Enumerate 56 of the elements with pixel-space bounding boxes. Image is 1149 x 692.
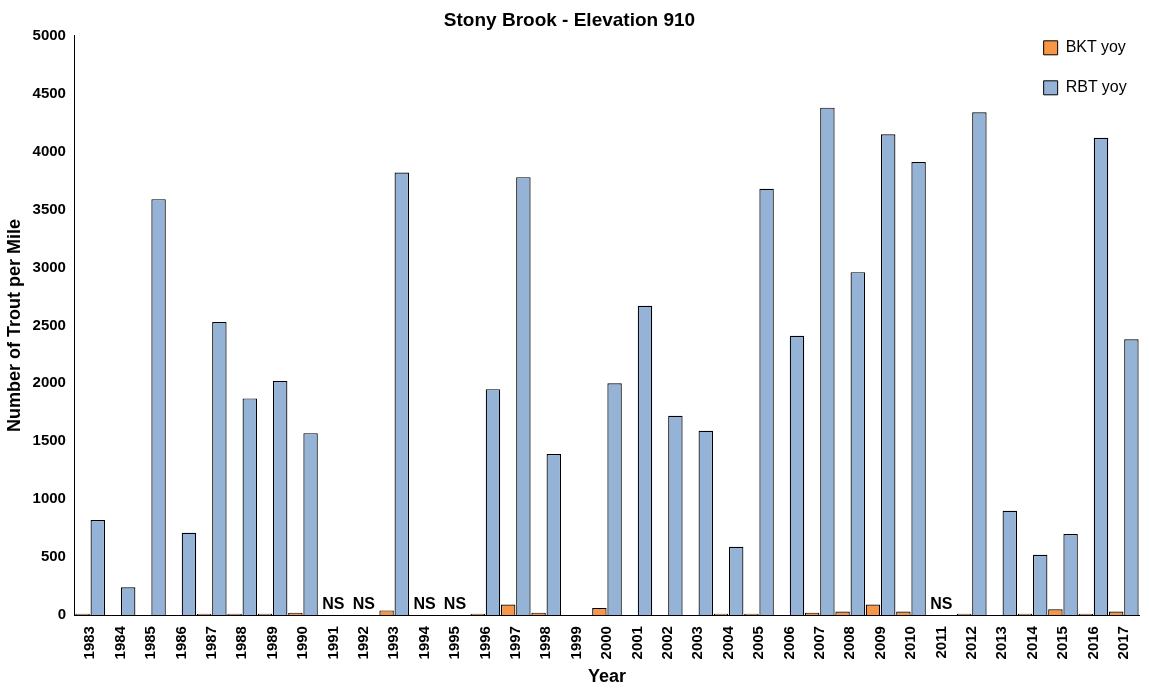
x-tick-label: 2017 xyxy=(1113,626,1131,660)
x-tick-label: 2008 xyxy=(840,626,858,660)
legend-label: BKT yoy xyxy=(1065,38,1126,56)
x-tick-label: 1983 xyxy=(80,626,98,660)
x-tick-label: 2011 xyxy=(931,626,949,659)
x-tick-label: 1991 xyxy=(323,626,341,660)
x-tick-label: 2005 xyxy=(749,626,767,660)
x-tick-label: 1998 xyxy=(536,626,554,660)
x-tick-label: 2002 xyxy=(657,626,675,660)
x-tick-label: 2010 xyxy=(901,626,919,660)
x-tick-label: 1993 xyxy=(384,626,402,660)
x-tick-label: 1999 xyxy=(566,626,584,660)
annotation: NS xyxy=(930,595,953,613)
x-tick-label: 1995 xyxy=(445,626,463,660)
x-tick-label: 2006 xyxy=(779,626,797,660)
x-axis-title: Year xyxy=(587,666,627,687)
y-tick-label: 1500 xyxy=(32,431,66,449)
x-tick-label: 2012 xyxy=(961,626,979,660)
y-tick-label: 3500 xyxy=(32,199,66,217)
annotation: NS xyxy=(352,595,376,613)
y-tick-label: 500 xyxy=(40,547,66,565)
annotation: NS xyxy=(322,595,345,613)
x-tick-label: 2001 xyxy=(627,626,645,660)
y-axis-title: Number of Trout per Mile xyxy=(3,218,24,432)
y-tick-label: 2000 xyxy=(32,373,66,391)
annotation: NS xyxy=(413,595,437,613)
x-tick-label: 1996 xyxy=(475,626,493,660)
x-tick-label: 2007 xyxy=(809,626,827,660)
x-tick-label: 2000 xyxy=(597,626,615,660)
x-tick-label: 2016 xyxy=(1083,626,1101,660)
x-tick-label: 1985 xyxy=(141,626,159,660)
x-tick-label: 1988 xyxy=(232,626,250,660)
chart-title: Stony Brook - Elevation 910 xyxy=(443,8,696,30)
y-tick-label: 4500 xyxy=(32,83,66,101)
x-tick-label: 2004 xyxy=(718,625,736,660)
x-tick-label: 2013 xyxy=(992,626,1010,660)
x-tick-label: 1992 xyxy=(353,626,371,660)
y-tick-label: 4000 xyxy=(32,141,66,159)
x-tick-label: 1986 xyxy=(171,626,189,660)
x-tick-label: 2003 xyxy=(688,626,706,660)
x-tick-label: 1994 xyxy=(414,625,432,660)
x-tick-label: 2015 xyxy=(1053,626,1071,660)
x-tick-label: 1990 xyxy=(293,626,311,660)
y-tick-label: 3000 xyxy=(32,257,66,275)
y-tick-label: 2500 xyxy=(32,315,66,333)
x-tick-label: 1984 xyxy=(110,625,128,660)
legend-label: RBT yoy xyxy=(1065,78,1127,96)
x-tick-label: 1997 xyxy=(505,626,523,660)
annotation: NS xyxy=(443,595,467,613)
x-tick-label: 1987 xyxy=(201,626,219,660)
y-tick-label: 1000 xyxy=(32,489,66,507)
x-tick-label: 1989 xyxy=(262,626,280,660)
y-tick-label: 5000 xyxy=(32,25,66,43)
x-tick-label: 2014 xyxy=(1022,625,1040,660)
y-tick-label: 0 xyxy=(57,605,66,623)
x-tick-label: 2009 xyxy=(870,626,888,660)
